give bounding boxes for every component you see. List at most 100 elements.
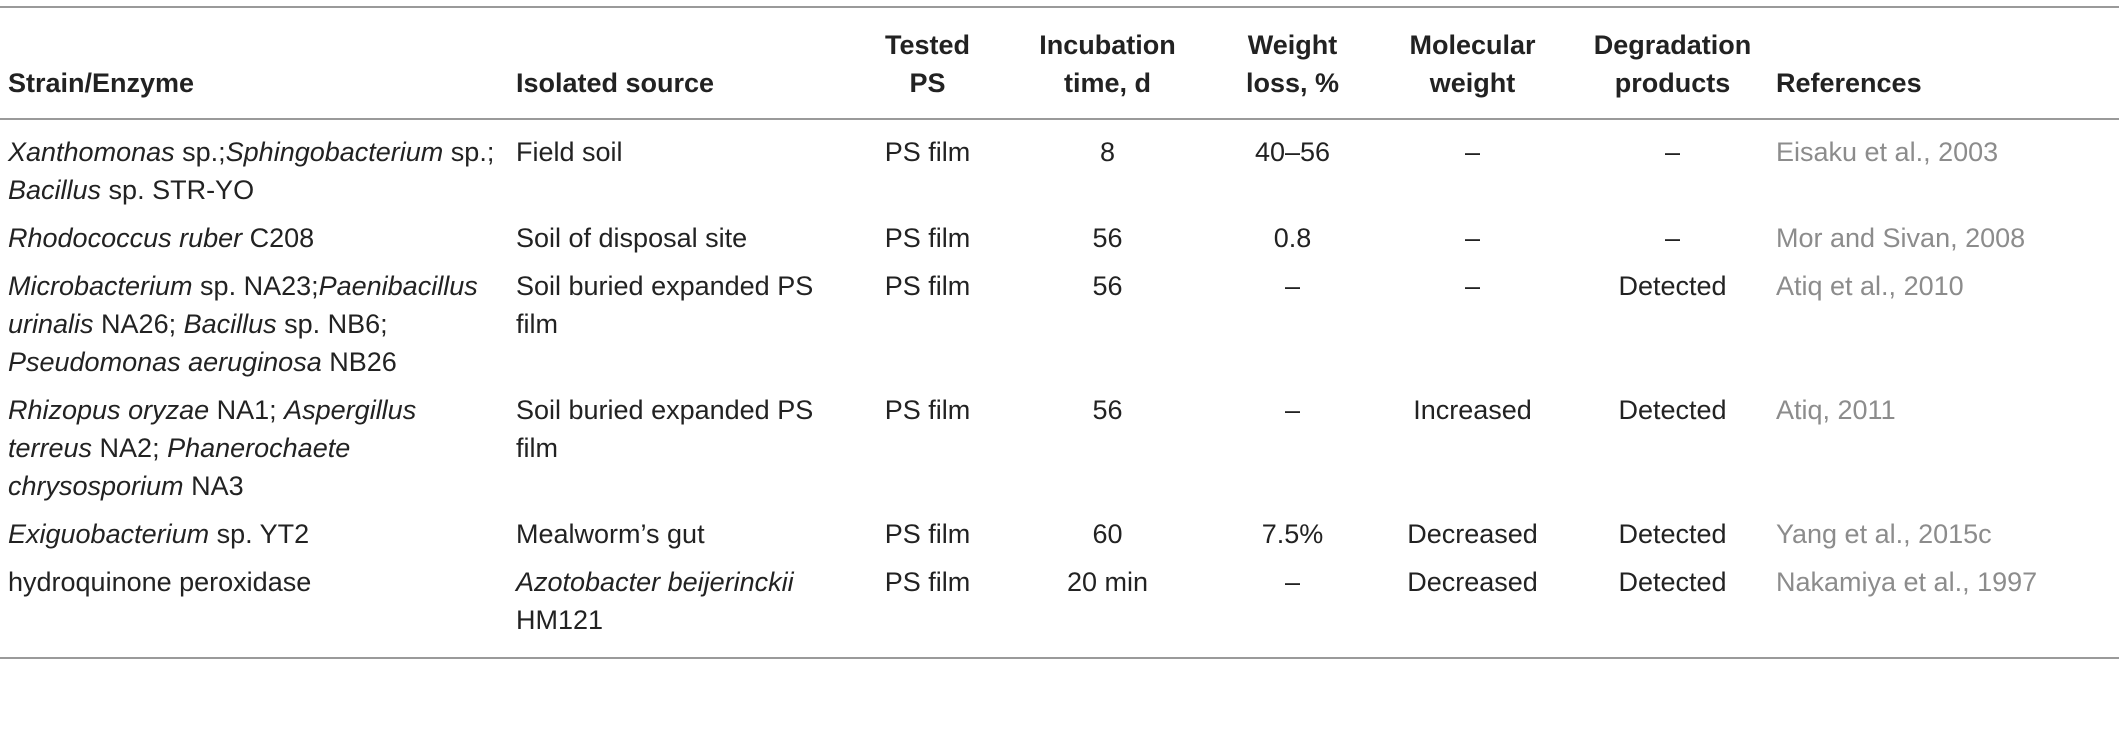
header-source: Isolated source [516, 68, 715, 98]
cell-incubation: 56 [1092, 395, 1123, 425]
cell-weight-loss: – [1284, 271, 1301, 301]
cell-weight-loss: 40–56 [1254, 137, 1331, 167]
header-tested-ps-line2: PS [909, 68, 946, 98]
cell-incubation: 20 min [1066, 567, 1149, 597]
species-name: Aspergillus terreus [8, 395, 417, 463]
cell-strain: Rhodococcus ruber C208 [0, 215, 510, 263]
header-weight-loss-line2: loss, % [1245, 68, 1340, 98]
cell-strain: Exiguobacterium sp. YT2 [0, 511, 510, 559]
cell-molecular-weight: – [1464, 137, 1481, 167]
cell-reference: Eisaku et al., 2003 [1776, 137, 1999, 167]
cell-tested-ps: PS film [884, 395, 971, 425]
cell-text: hydroquinone peroxidase [8, 567, 312, 597]
header-degradation-products: Degradation products [1575, 7, 1770, 119]
cell-reference: Mor and Sivan, 2008 [1776, 223, 2026, 253]
cell-strain: Rhizopus oryzae NA1; Aspergillus terreus… [0, 387, 510, 511]
header-molecular-weight: Molecular weight [1370, 7, 1575, 119]
cell-weight-loss: – [1284, 567, 1301, 597]
cell-reference: Yang et al., 2015c [1776, 519, 1992, 549]
cell-incubation: 56 [1092, 223, 1123, 253]
species-name: Phanerochaete chrysosporium [8, 433, 351, 501]
cell-reference: Atiq et al., 2010 [1776, 271, 1964, 301]
cell-molecular-weight: – [1464, 223, 1481, 253]
header-incubation: Incubation time, d [1000, 7, 1215, 119]
cell-strain: hydroquinone peroxidase [0, 559, 510, 658]
cell-degradation-products: Detected [1618, 271, 1727, 301]
cell-text: Soil buried expanded PS film [516, 395, 814, 463]
species-name: Azotobacter beijerinckii [516, 567, 794, 597]
cell-reference: Nakamiya et al., 1997 [1776, 567, 2038, 597]
cell-text: sp.; [174, 137, 226, 167]
cell-source: Mealworm’s gut [510, 511, 855, 559]
header-tested-ps-line1: Tested [884, 30, 971, 60]
cell-source: Soil buried expanded PS film [510, 387, 855, 511]
cell-weight-loss: 0.8 [1273, 223, 1312, 253]
cell-tested-ps: PS film [884, 567, 971, 597]
cell-molecular-weight: – [1464, 271, 1481, 301]
cell-incubation: 56 [1092, 271, 1123, 301]
table-body: Xanthomonas sp.;Sphingobacterium sp.; Ba… [0, 119, 2119, 658]
header-weight-loss-line1: Weight [1247, 30, 1338, 60]
cell-incubation: 8 [1099, 137, 1116, 167]
cell-weight-loss: – [1284, 395, 1301, 425]
header-incubation-line1: Incubation [1039, 30, 1176, 60]
species-name: Xanthomonas [8, 137, 175, 167]
cell-reference: Atiq, 2011 [1776, 395, 1896, 425]
header-molecular-weight-line1: Molecular [1409, 30, 1536, 60]
table-row: Xanthomonas sp.;Sphingobacterium sp.; Ba… [0, 119, 2119, 215]
species-name: Rhodococcus ruber [8, 223, 243, 253]
cell-degradation-products: – [1664, 137, 1681, 167]
table-row: Rhodococcus ruber C208 Soil of disposal s… [0, 215, 2119, 263]
cell-degradation-products: Detected [1618, 519, 1727, 549]
cell-text: Soil buried expanded PS film [516, 271, 814, 339]
cell-molecular-weight: Decreased [1407, 567, 1538, 597]
cell-text: NA2; [92, 433, 168, 463]
species-name: Bacillus [8, 175, 102, 205]
cell-text: sp. STR-YO [101, 175, 255, 205]
header-degradation-products-line1: Degradation [1593, 30, 1752, 60]
cell-source: Field soil [510, 119, 855, 215]
species-name: Exiguobacterium [8, 519, 210, 549]
cell-text: C208 [242, 223, 315, 253]
cell-text: sp.; [443, 137, 495, 167]
species-name: Rhizopus oryzae [8, 395, 210, 425]
cell-source: Soil of disposal site [510, 215, 855, 263]
table-row: Rhizopus oryzae NA1; Aspergillus terreus… [0, 387, 2119, 511]
cell-text: Field soil [516, 137, 623, 167]
header-tested-ps: Tested PS [855, 7, 1000, 119]
header-strain: Strain/Enzyme [8, 68, 195, 98]
header-row: Strain/Enzyme Isolated source Tested PS … [0, 7, 2119, 119]
cell-text: NA3 [183, 471, 244, 501]
header-weight-loss: Weight loss, % [1215, 7, 1370, 119]
cell-source: Soil buried expanded PS film [510, 263, 855, 387]
species-name: Paenibacillus urinalis [8, 271, 478, 339]
header-incubation-line2: time, d [1063, 68, 1151, 98]
cell-incubation: 60 [1092, 519, 1123, 549]
cell-strain: Microbacterium sp. NA23;Paenibacillus ur… [0, 263, 510, 387]
cell-text: NA26; [93, 309, 184, 339]
cell-text: Mealworm’s gut [516, 519, 705, 549]
cell-molecular-weight: Decreased [1407, 519, 1538, 549]
cell-degradation-products: – [1664, 223, 1681, 253]
cell-tested-ps: PS film [884, 223, 971, 253]
cell-degradation-products: Detected [1618, 567, 1727, 597]
cell-text: HM121 [516, 605, 604, 635]
table-row: Microbacterium sp. NA23;Paenibacillus ur… [0, 263, 2119, 387]
header-degradation-products-line2: products [1614, 68, 1731, 98]
cell-text: Soil of disposal site [516, 223, 748, 253]
cell-text: NB26 [321, 347, 397, 377]
cell-text: sp. YT2 [209, 519, 310, 549]
cell-text: NA1; [209, 395, 285, 425]
species-name: Bacillus [183, 309, 277, 339]
species-name: Sphingobacterium [225, 137, 444, 167]
cell-weight-loss: 7.5% [1261, 519, 1324, 549]
species-name: Microbacterium [8, 271, 193, 301]
cell-degradation-products: Detected [1618, 395, 1727, 425]
cell-text: sp. NA23; [192, 271, 319, 301]
table-row: hydroquinone peroxidase Azotobacter beije… [0, 559, 2119, 658]
header-references: References [1776, 68, 1922, 98]
cell-text: sp. NB6; [276, 309, 388, 339]
cell-source: Azotobacter beijerinckii HM121 [510, 559, 855, 658]
species-name: Pseudomonas aeruginosa [8, 347, 322, 377]
